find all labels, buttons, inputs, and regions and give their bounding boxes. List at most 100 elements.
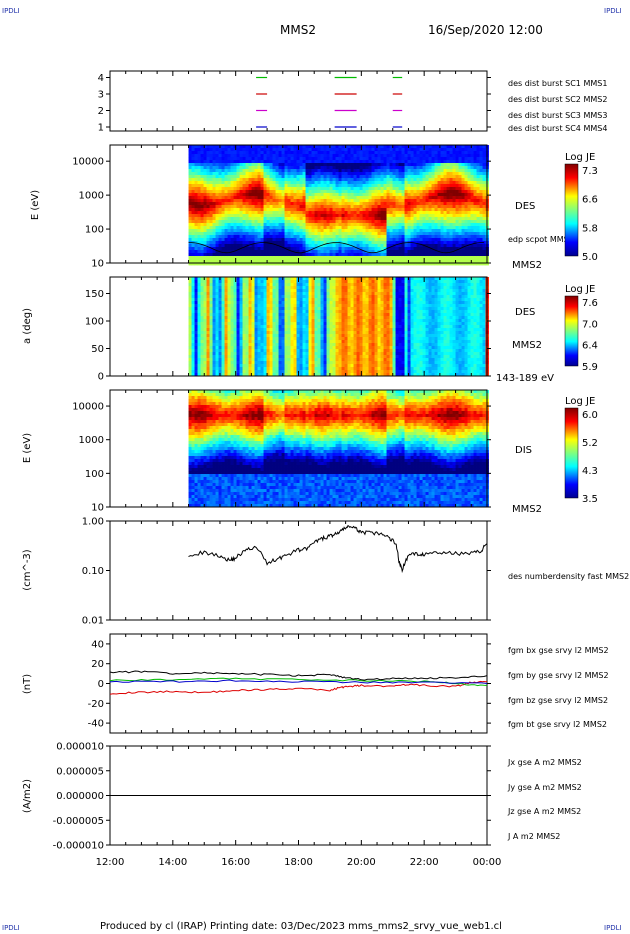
des-pitch-cell [200, 316, 204, 320]
des-pitch-cell [251, 340, 255, 344]
des-energy-cell [464, 247, 468, 251]
des-energy-cell [314, 220, 318, 224]
des-energy-cell [482, 217, 486, 221]
des-energy-cell [311, 199, 315, 203]
des-pitch-cell [251, 319, 255, 323]
des-energy-cell [368, 190, 372, 194]
des-energy-cell [419, 256, 423, 260]
des-energy-cell [395, 187, 399, 191]
des-pitch-cell [188, 352, 192, 356]
des-energy-cell [356, 181, 360, 185]
des-pitch-cell [209, 331, 213, 335]
des-energy-cell [350, 247, 354, 251]
des-energy-cell [437, 217, 441, 221]
des-energy-cell [389, 220, 393, 224]
des-energy-cell [467, 199, 471, 203]
des-energy-cell [299, 241, 303, 245]
des-energy-cell [251, 190, 255, 194]
des-energy-cell [263, 214, 267, 218]
des-energy-cell [341, 214, 345, 218]
des-energy-cell [221, 160, 225, 164]
des-energy-cell [350, 178, 354, 182]
des-pitch-cell [257, 316, 261, 320]
des-energy-cell [260, 202, 264, 206]
des-energy-cell [410, 148, 414, 152]
des-pitch-cell [200, 289, 204, 293]
des-pitch-cell [197, 316, 201, 320]
des-energy-cell [188, 181, 192, 185]
des-energy-cell [227, 193, 231, 197]
des-energy-cell [278, 196, 282, 200]
des-energy-cell [422, 172, 426, 176]
des-energy-cell [476, 211, 480, 215]
des-energy-cell [461, 226, 465, 230]
des-energy-cell [476, 166, 480, 170]
des-energy-cell [377, 178, 381, 182]
des-energy-cell [338, 244, 342, 248]
des-energy-cell [329, 190, 333, 194]
des-energy-cell [314, 172, 318, 176]
des-energy-cell [356, 154, 360, 158]
des-energy-cell [374, 250, 378, 254]
des-energy-cell [401, 172, 405, 176]
des-energy-cell [413, 187, 417, 191]
des-energy-cell [383, 163, 387, 167]
des-pitch-cell [242, 301, 246, 305]
des-energy-cell [368, 172, 372, 176]
des-energy-cell [323, 241, 327, 245]
des-energy-cell [227, 151, 231, 155]
des-energy-cell [470, 226, 474, 230]
des-energy-cell [296, 166, 300, 170]
des-energy-cell [305, 262, 309, 266]
des-pitch-cell [188, 361, 192, 365]
des-energy-cell [269, 250, 273, 254]
des-energy-cell [257, 151, 261, 155]
des-energy-cell [401, 244, 405, 248]
des-energy-cell [470, 160, 474, 164]
des-energy-cell [275, 193, 279, 197]
des-energy-cell [401, 196, 405, 200]
des-energy-cell [476, 181, 480, 185]
des-energy-cell [455, 160, 459, 164]
des-energy-cell [197, 253, 201, 257]
des-energy-cell [365, 262, 369, 266]
des-pitch-cell [215, 343, 219, 347]
des-energy-cell [395, 217, 399, 221]
des-energy-cell [344, 223, 348, 227]
des-energy-cell [302, 205, 306, 209]
des-energy-cell [188, 235, 192, 239]
des-energy-cell [194, 262, 198, 266]
des-pitch-cell [227, 325, 231, 329]
des-energy-cell [347, 235, 351, 239]
des-energy-cell [464, 175, 468, 179]
des-energy-cell [467, 229, 471, 233]
des-pitch-cell [239, 355, 243, 359]
des-energy-cell [404, 259, 408, 263]
des-energy-cell [224, 232, 228, 236]
des-energy-cell [278, 181, 282, 185]
des-energy-cell [197, 166, 201, 170]
des-energy-cell [371, 190, 375, 194]
des-energy-cell [278, 247, 282, 251]
des-energy-cell [434, 253, 438, 257]
des-energy-cell [218, 181, 222, 185]
des-energy-cell [341, 202, 345, 206]
des-energy-cell [398, 187, 402, 191]
des-energy-cell [392, 202, 396, 206]
des-pitch-cell [188, 355, 192, 359]
des-energy-cell [398, 256, 402, 260]
des-pitch-cell [236, 292, 240, 296]
des-energy-cell [482, 169, 486, 173]
des-energy-cell [269, 256, 273, 260]
des-energy-cell [446, 169, 450, 173]
des-energy-cell [464, 184, 468, 188]
des-energy-cell [338, 154, 342, 158]
des-energy-cell [452, 247, 456, 251]
des-energy-cell [263, 199, 267, 203]
des-pitch-cell [203, 322, 207, 326]
des-energy-cell [407, 253, 411, 257]
des-energy-cell [233, 214, 237, 218]
des-energy-cell [410, 247, 414, 251]
des-energy-cell [329, 217, 333, 221]
des-pitch-cell [254, 334, 258, 338]
